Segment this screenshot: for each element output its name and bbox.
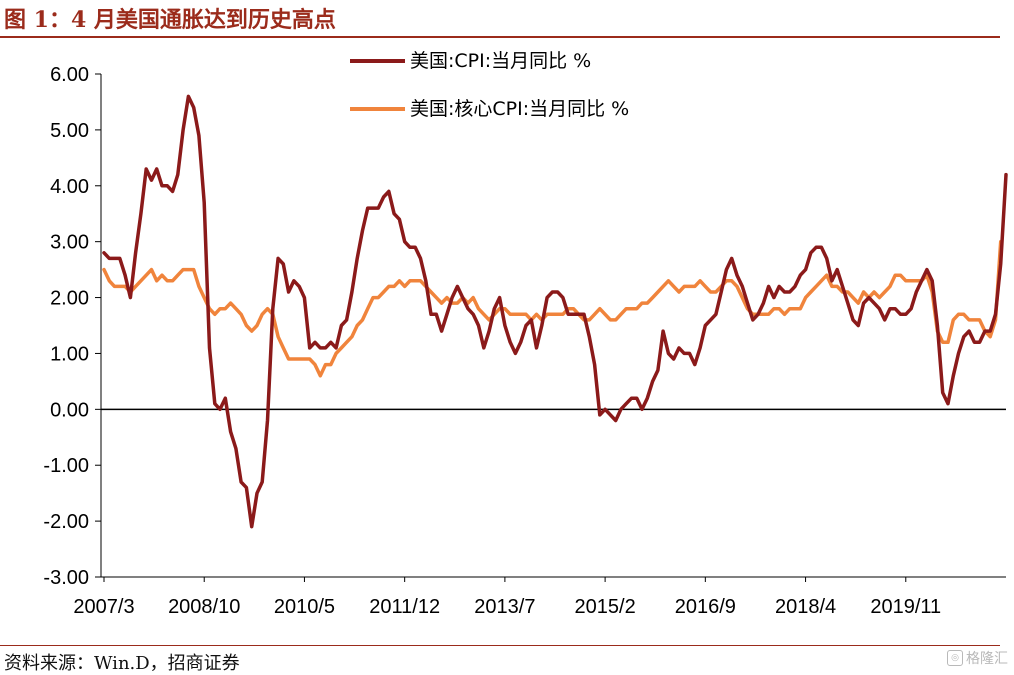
series-line-cpi xyxy=(102,94,1008,529)
legend-label-core-cpi: 美国:核心CPI:当月同比 % xyxy=(410,98,629,120)
y-tick-label: 3.00 xyxy=(50,232,89,254)
source-note: 资料来源：Win.D，招商证券 xyxy=(4,653,240,674)
watermark-text: 格隆汇 xyxy=(966,651,1008,667)
chart-title: 图 1：4 月美国通胀达到历史高点 xyxy=(4,7,336,33)
legend: 美国:CPI:当月同比 % 美国:核心CPI:当月同比 % xyxy=(350,50,629,120)
y-axis: 6.00 5.00 4.00 3.00 2.00 1.00 0.00 -1.00 -2.00 -3… xyxy=(43,64,102,589)
x-tick-label: 2019/11 xyxy=(870,596,941,618)
title-divider xyxy=(0,36,1000,38)
x-tick-label: 2010/5 xyxy=(274,596,335,618)
x-tick-label: 2008/10 xyxy=(168,596,240,618)
x-tick-label: 2018/4 xyxy=(775,596,836,618)
source-divider xyxy=(0,645,1000,646)
line-chart: 6.00 5.00 4.00 3.00 2.00 1.00 0.00 -1.00 -2.00 -3… xyxy=(43,50,1008,618)
y-tick-label: 2.00 xyxy=(50,288,89,310)
x-tick-label: 2016/9 xyxy=(675,596,736,618)
y-tick-label: -2.00 xyxy=(43,511,89,533)
y-tick-label: -3.00 xyxy=(43,567,89,589)
x-tick-label: 2011/12 xyxy=(369,596,440,618)
x-tick-label: 2007/3 xyxy=(73,596,134,618)
y-tick-label: 5.00 xyxy=(50,120,89,142)
x-tick-label: 2013/7 xyxy=(474,596,535,618)
legend-label-cpi: 美国:CPI:当月同比 % xyxy=(410,50,591,72)
y-tick-label: 1.00 xyxy=(50,343,89,365)
y-tick-label: 4.00 xyxy=(50,176,89,198)
y-tick-label: 0.00 xyxy=(50,399,89,421)
watermark-logo-icon: ◎ xyxy=(947,650,963,666)
y-tick-label: -1.00 xyxy=(43,455,89,477)
watermark: ◎ 格隆汇 xyxy=(947,648,1008,668)
series-lines xyxy=(102,94,1008,529)
x-tick-label: 2015/2 xyxy=(575,596,636,618)
y-tick-label: 6.00 xyxy=(50,64,89,86)
x-axis: 2007/3 2008/10 2010/5 2011/12 2013/7 2015/2 20… xyxy=(73,408,1006,618)
series-line-core-cpi xyxy=(102,239,1003,378)
